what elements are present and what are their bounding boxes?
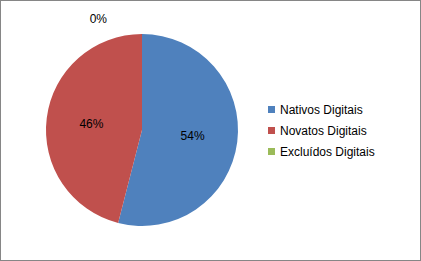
svg-text:Novatos Digitais: Novatos Digitais (280, 124, 367, 138)
svg-text:54%: 54% (181, 129, 205, 143)
svg-text:Nativos Digitais: Nativos Digitais (280, 103, 363, 117)
svg-text:Excluídos Digitais: Excluídos Digitais (280, 145, 375, 159)
svg-text:46%: 46% (79, 117, 103, 131)
svg-text:0%: 0% (90, 12, 108, 26)
